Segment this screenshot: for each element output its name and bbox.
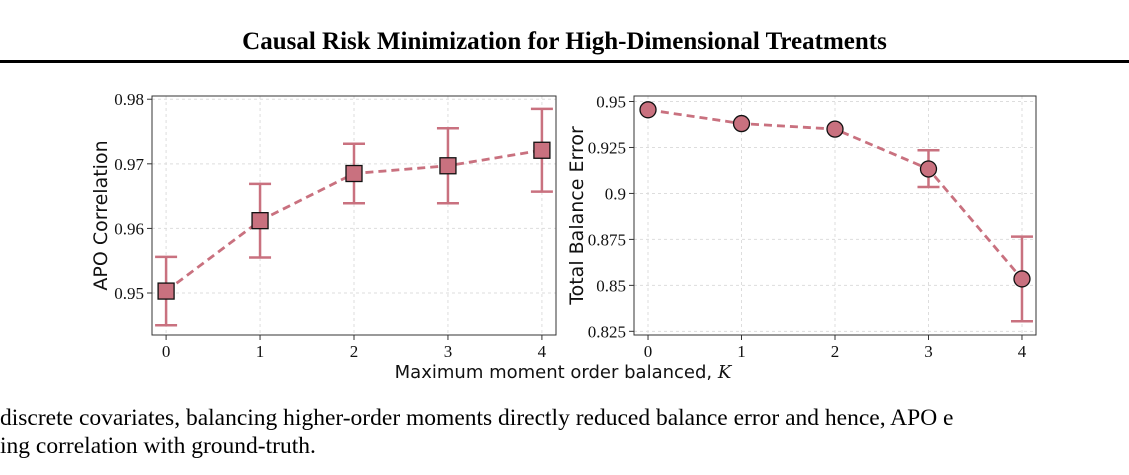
y-tick-label: 0.85 <box>596 276 626 295</box>
x-tick-label: 0 <box>162 342 171 361</box>
data-point <box>251 212 269 230</box>
apo-correlation-panel: 0 1 2 3 4 0.95 0.96 0.97 0.98 APO Correlation <box>90 90 557 361</box>
y-tick-label: 0.95 <box>596 93 626 112</box>
balance-error-panel: 0 1 2 3 4 0.825 0.85 0.875 0.9 0.925 0.95 Total Bal… <box>566 93 1037 361</box>
data-point <box>533 141 551 159</box>
figure-caption: discrete covariates, balancing higher-or… <box>0 404 953 460</box>
x-tick-label: 1 <box>256 342 265 361</box>
header-rule <box>0 60 1129 63</box>
x-tick-label: 3 <box>924 342 933 361</box>
y-tick-label: 0.95 <box>114 284 144 303</box>
caption-line-1: discrete covariates, balancing higher-or… <box>0 405 954 431</box>
x-tick-label: 3 <box>444 342 453 361</box>
y-tick-label: 0.9 <box>605 184 626 203</box>
y-tick-label: 0.925 <box>588 138 626 157</box>
data-point <box>639 101 657 119</box>
data-point <box>919 160 938 178</box>
y-tick-label: 0.875 <box>588 230 626 249</box>
x-tick-label: 4 <box>538 342 547 361</box>
data-point <box>826 120 844 138</box>
data-point <box>439 157 457 175</box>
y-tick-label: 0.97 <box>114 155 144 174</box>
data-point <box>157 282 175 300</box>
y-tick-label: 0.98 <box>114 90 144 109</box>
plot-frame <box>151 95 557 336</box>
y-tick-label: 0.825 <box>588 322 626 341</box>
caption-line-2: ing correlation with ground-truth. <box>0 433 316 459</box>
data-point <box>1013 270 1031 288</box>
x-tick-label: 2 <box>831 342 840 361</box>
y-axis-label: APO Correlation <box>90 140 112 290</box>
y-axis-label: Total Balance Error <box>566 126 588 306</box>
x-tick-label: 4 <box>1018 342 1027 361</box>
y-tick-label: 0.96 <box>114 219 144 238</box>
data-point <box>345 164 363 183</box>
data-point <box>732 114 751 133</box>
x-tick-label: 0 <box>644 342 653 361</box>
x-tick-label: 1 <box>737 342 746 361</box>
x-tick-label: 2 <box>350 342 359 361</box>
shared-x-axis-label: Maximum moment order balanced, K <box>395 362 733 383</box>
figure: 0 1 2 3 4 0.95 0.96 0.97 0.98 APO Correlation 0 1 2… <box>90 90 1037 383</box>
page-title: Causal Risk Minimization for High-Dimens… <box>242 28 887 55</box>
